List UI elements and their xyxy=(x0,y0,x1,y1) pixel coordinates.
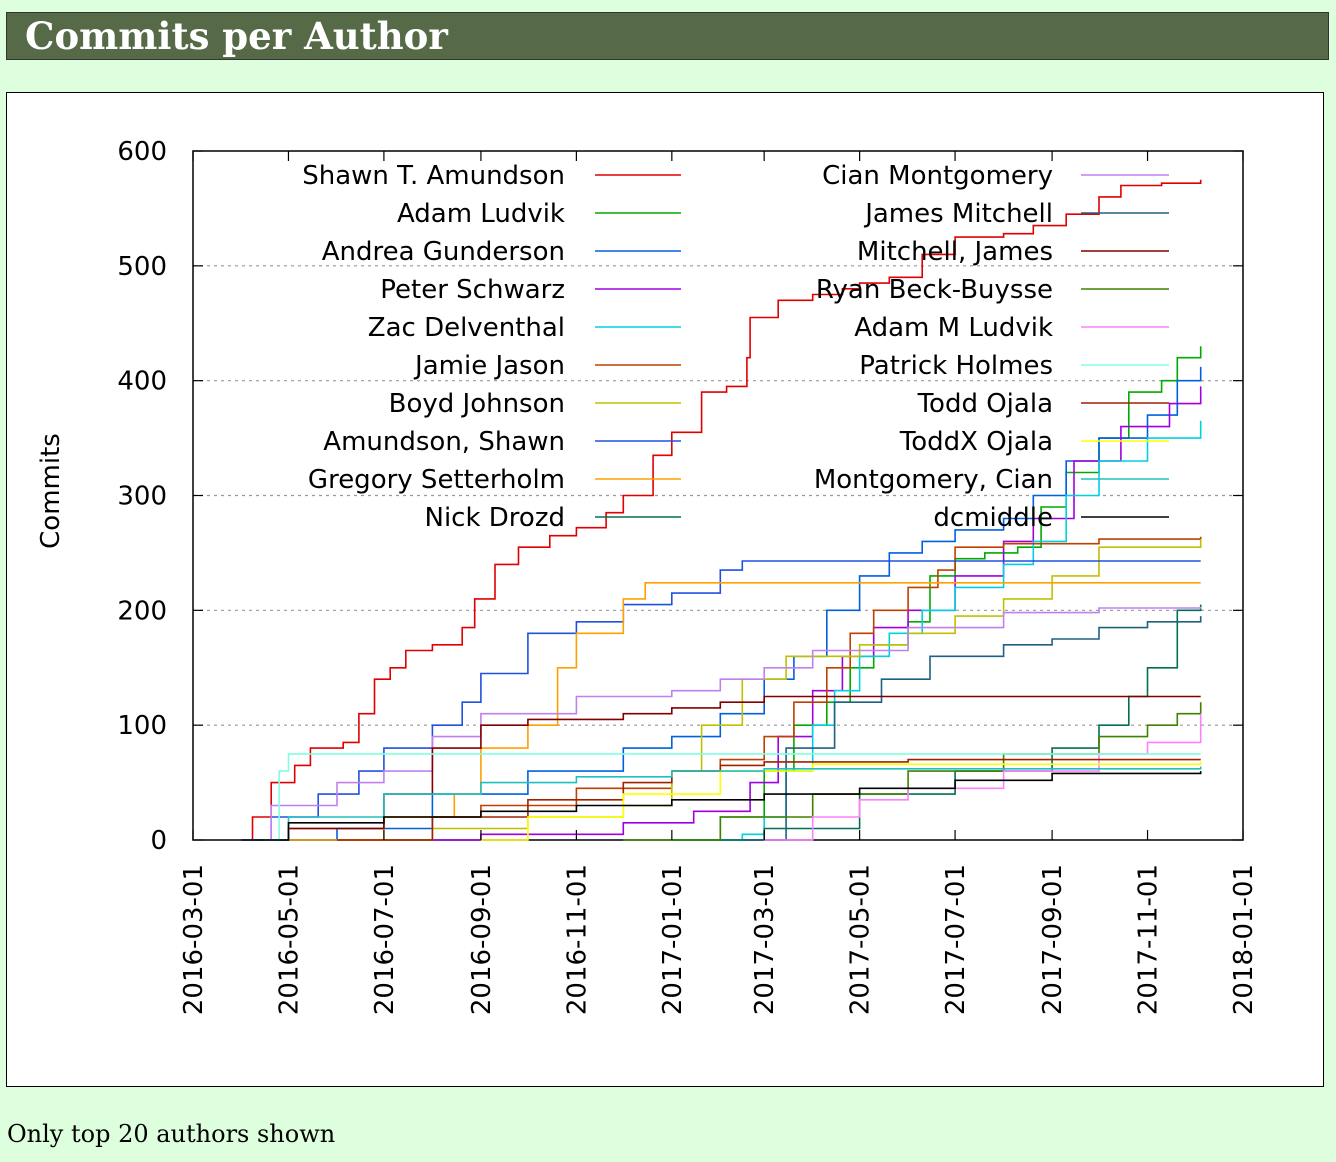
y-tick-label: 500 xyxy=(117,252,167,282)
grid-lines xyxy=(193,265,1243,726)
y-tick-label: 100 xyxy=(117,711,167,741)
x-tick-label: 2017-09-01 xyxy=(1038,864,1068,1015)
footnote: Only top 20 authors shown xyxy=(7,1120,336,1148)
x-tick-label: 2016-09-01 xyxy=(467,864,497,1015)
axes: 0 100 200 300 400 500 600 2016-03-01 2016-05-01 2… xyxy=(117,137,1259,1015)
x-tick-label: 2017-07-01 xyxy=(941,864,971,1015)
y-tick-label: 200 xyxy=(117,596,167,626)
series-line xyxy=(255,536,1202,841)
y-tick-label: 600 xyxy=(117,137,167,167)
series-line xyxy=(241,179,1202,841)
legend-entry-label: Amundson, Shawn xyxy=(323,427,565,457)
legend-entry-label: Montgomery, Cian xyxy=(814,465,1053,495)
x-tick-label: 2017-11-01 xyxy=(1134,864,1164,1015)
y-axis-label: Commits xyxy=(36,433,66,549)
x-tick-label: 2016-03-01 xyxy=(179,864,209,1015)
legend-entry-label: Boyd Johnson xyxy=(389,389,565,419)
commits-chart: Shawn T. Amundson Adam Ludvik Andrea Gunde… xyxy=(36,137,1259,1015)
legend-entry-label: Nick Drozd xyxy=(425,503,566,533)
section-title: Commits per Author xyxy=(6,12,1329,60)
series-line xyxy=(241,366,1202,841)
chart-frame: Shawn T. Amundson Adam Ludvik Andrea Gunde… xyxy=(6,92,1324,1087)
legend-entry-label: Cian Montgomery xyxy=(822,161,1053,191)
series-line xyxy=(742,616,1202,841)
x-tick-label: 2016-11-01 xyxy=(562,864,592,1015)
legend-entry-label: Shawn T. Amundson xyxy=(302,161,565,191)
legend-entry-label: Ryan Beck-Buysse xyxy=(816,275,1053,305)
series-line xyxy=(671,604,1202,841)
series-line xyxy=(263,753,1201,841)
series-line xyxy=(288,582,1201,841)
series-line xyxy=(241,560,1201,841)
legend-entry-label: Zac Delventhal xyxy=(368,313,565,343)
legend-entry-label: Adam Ludvik xyxy=(397,199,565,229)
legend-entry-label: Patrick Holmes xyxy=(859,351,1053,381)
x-tick-label: 2017-03-01 xyxy=(750,864,780,1015)
x-tick-label: 2017-05-01 xyxy=(846,864,876,1015)
legend-entry-label: Peter Schwarz xyxy=(380,275,565,305)
legend-entry-label: Mitchell, James xyxy=(857,237,1053,267)
x-tick-label: 2016-07-01 xyxy=(370,864,400,1015)
x-tick-label: 2016-05-01 xyxy=(274,864,304,1015)
series-line xyxy=(241,766,1202,841)
series-line xyxy=(764,713,1202,841)
y-tick-label: 300 xyxy=(117,482,167,512)
series-lines xyxy=(241,179,1202,841)
series-line xyxy=(480,761,1202,841)
legend-entry-label: Todd Ojala xyxy=(917,389,1053,419)
y-tick-label: 0 xyxy=(150,826,167,856)
legend-entry-label: dcmiddle xyxy=(933,503,1053,533)
legend: Shawn T. Amundson Adam Ludvik Andrea Gunde… xyxy=(302,161,1169,533)
series-line xyxy=(241,606,1202,841)
legend-entry-label: James Mitchell xyxy=(863,199,1053,229)
legend-entry-label: Gregory Setterholm xyxy=(308,465,565,495)
x-tick-label: 2018-01-01 xyxy=(1229,864,1259,1015)
y-tick-label: 400 xyxy=(117,367,167,397)
legend-entry-label: ToddX Ojala xyxy=(899,427,1053,457)
legend-entry-label: Jamie Jason xyxy=(413,351,565,381)
legend-entry-label: Adam M Ludvik xyxy=(854,313,1053,343)
series-line xyxy=(241,771,1202,841)
x-tick-label: 2017-01-01 xyxy=(658,864,688,1015)
legend-entry-label: Andrea Gunderson xyxy=(322,237,565,267)
